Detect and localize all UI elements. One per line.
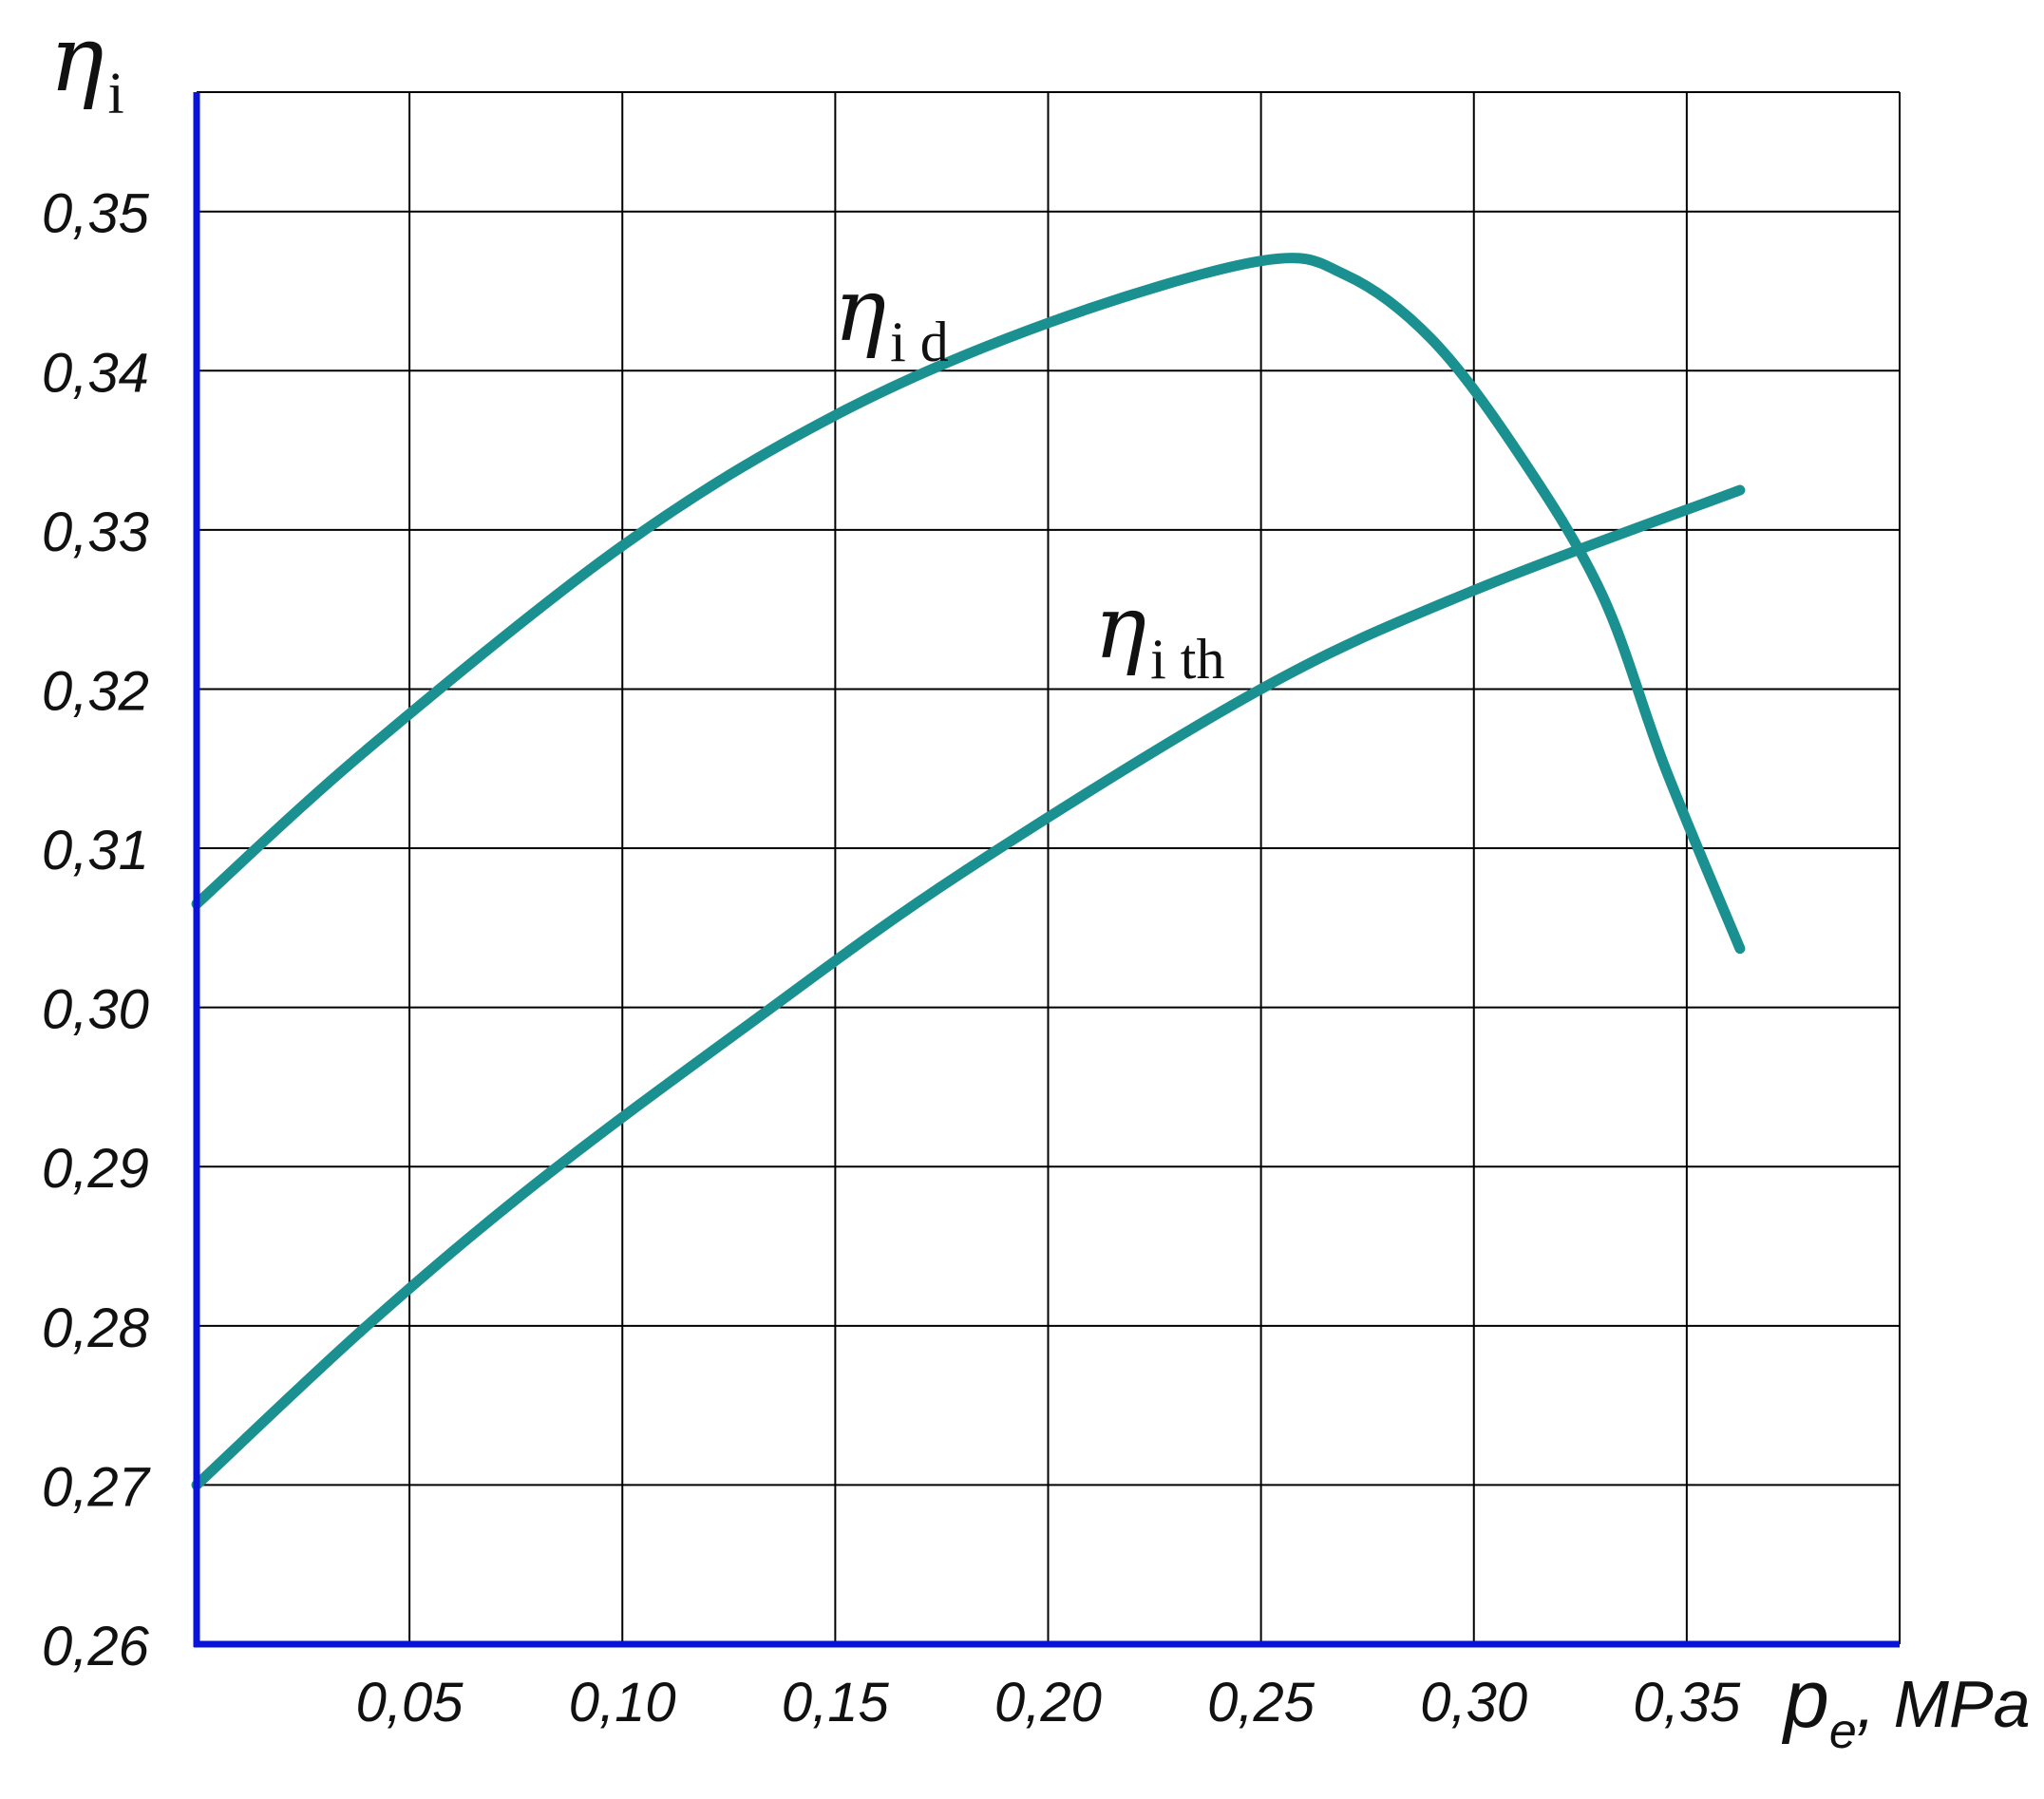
series-label-ith: ηi th	[1094, 577, 1224, 691]
x-tick-label: 0,10	[569, 1672, 676, 1733]
series-group	[191, 253, 1746, 1490]
y-tick-label: 0,26	[42, 1616, 150, 1677]
tick-labels: 0,26 0,27 0,28 0,29 0,30 0,31 0,32 0,33 0,34 0,35…	[42, 183, 1741, 1733]
x-tick-label: 0,20	[994, 1672, 1102, 1733]
grid	[197, 91, 1901, 1644]
y-tick-label: 0,30	[42, 979, 149, 1041]
y-tick-label: 0,33	[42, 502, 149, 563]
x-tick-label: 0,25	[1207, 1672, 1315, 1733]
series-line-ith	[191, 484, 1746, 1490]
axes	[193, 92, 1900, 1648]
x-tick-label: 0,15	[782, 1672, 890, 1733]
y-tick-label: 0,35	[42, 183, 150, 245]
x-tick-label: 0,35	[1633, 1672, 1741, 1733]
series-label-id: ηi d	[834, 259, 949, 373]
y-tick-label: 0,27	[42, 1456, 152, 1518]
series-line-id	[191, 253, 1746, 955]
x-tick-label: 0,30	[1420, 1672, 1527, 1733]
y-tick-label: 0,31	[42, 820, 149, 881]
x-axis-title: pe, MPa	[1781, 1654, 2031, 1759]
x-tick-label: 0,05	[356, 1672, 464, 1733]
y-axis-title: ηi	[49, 6, 124, 126]
y-tick-label: 0,34	[42, 342, 149, 404]
y-tick-label: 0,32	[42, 660, 149, 722]
y-tick-label: 0,29	[42, 1138, 149, 1200]
y-tick-label: 0,28	[42, 1297, 149, 1359]
